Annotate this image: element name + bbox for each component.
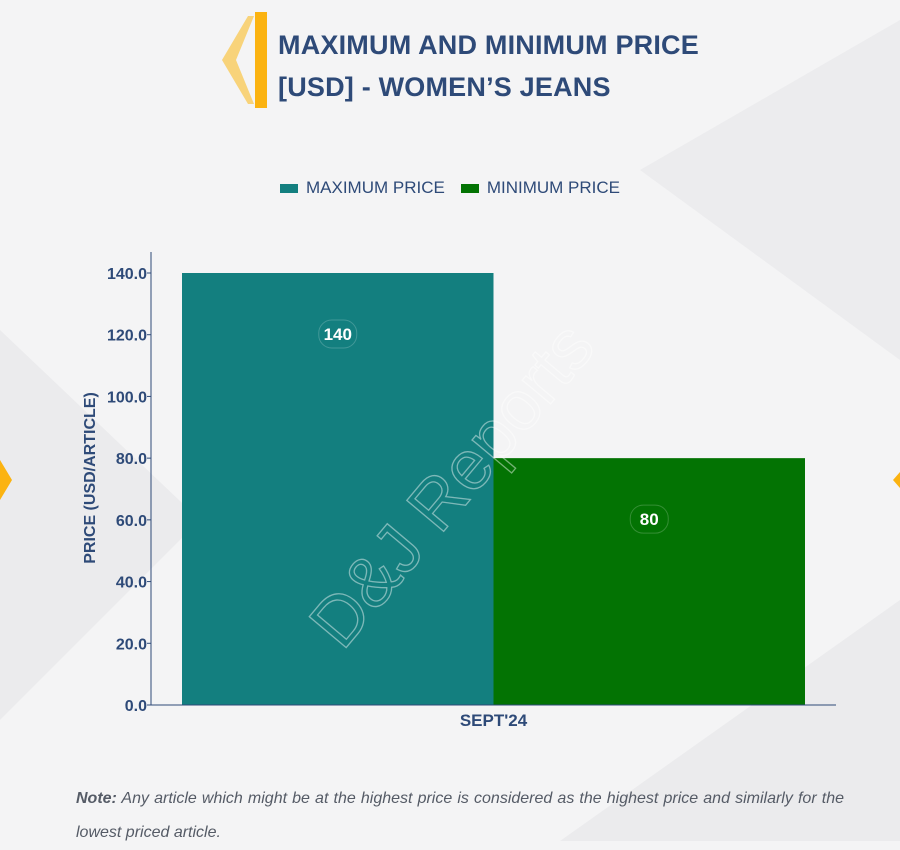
bar-minimum-price [493,458,805,705]
y-axis-title: PRICE (USD/ARTICLE) [82,392,99,564]
data-label: 80 [640,510,659,529]
x-axis-ticks: SEPT'24 [460,711,528,730]
legend-label-maximum: MAXIMUM PRICE [305,178,445,197]
y-tick-label: 20.0 [116,636,147,653]
y-tick-label: 140.0 [107,266,147,283]
footnote: Note: Any article which might be at the … [76,782,844,850]
data-label-bg [318,319,358,349]
y-tick-label: 0.0 [125,698,147,715]
y-tick-label: 100.0 [107,389,147,406]
y-tick-label: 40.0 [116,575,147,592]
chart-title-line-2: [USD] - WOMEN’S JEANS [278,72,611,102]
chart-title-line-1: MAXIMUM AND MINIMUM PRICE [278,30,699,60]
data-label-bg [629,504,669,534]
legend-swatch-maximum [279,183,298,193]
x-tick-label: SEPT'24 [460,711,528,730]
chart-legend: MAXIMUM PRICE MINIMUM PRICE [0,178,900,198]
y-axis-ticks: 0.0 20.0 40.0 60.0 80.0 100.0 120.0 140.0 [107,266,151,715]
legend-item-maximum: MAXIMUM PRICE [279,178,445,198]
footnote-text: Any article which might be at the highes… [76,790,845,841]
y-tick-label: 60.0 [116,513,147,530]
bar-labels-group: 140 80 [318,319,669,534]
legend-item-minimum: MINIMUM PRICE [460,178,620,198]
chevron-left-icon [222,12,267,108]
bars-group [182,273,805,705]
right-edge-arrow-icon [893,472,900,488]
y-tick-label: 80.0 [116,451,147,468]
legend-label-minimum: MINIMUM PRICE [486,178,620,197]
chart-title: MAXIMUM AND MINIMUM PRICE [USD] - WOMEN’… [278,24,838,108]
legend-swatch-minimum [460,183,479,193]
left-edge-arrow-icon [0,460,12,500]
data-label: 140 [324,325,352,344]
y-tick-label: 120.0 [107,328,147,345]
footnote-label: Note: [76,790,117,807]
